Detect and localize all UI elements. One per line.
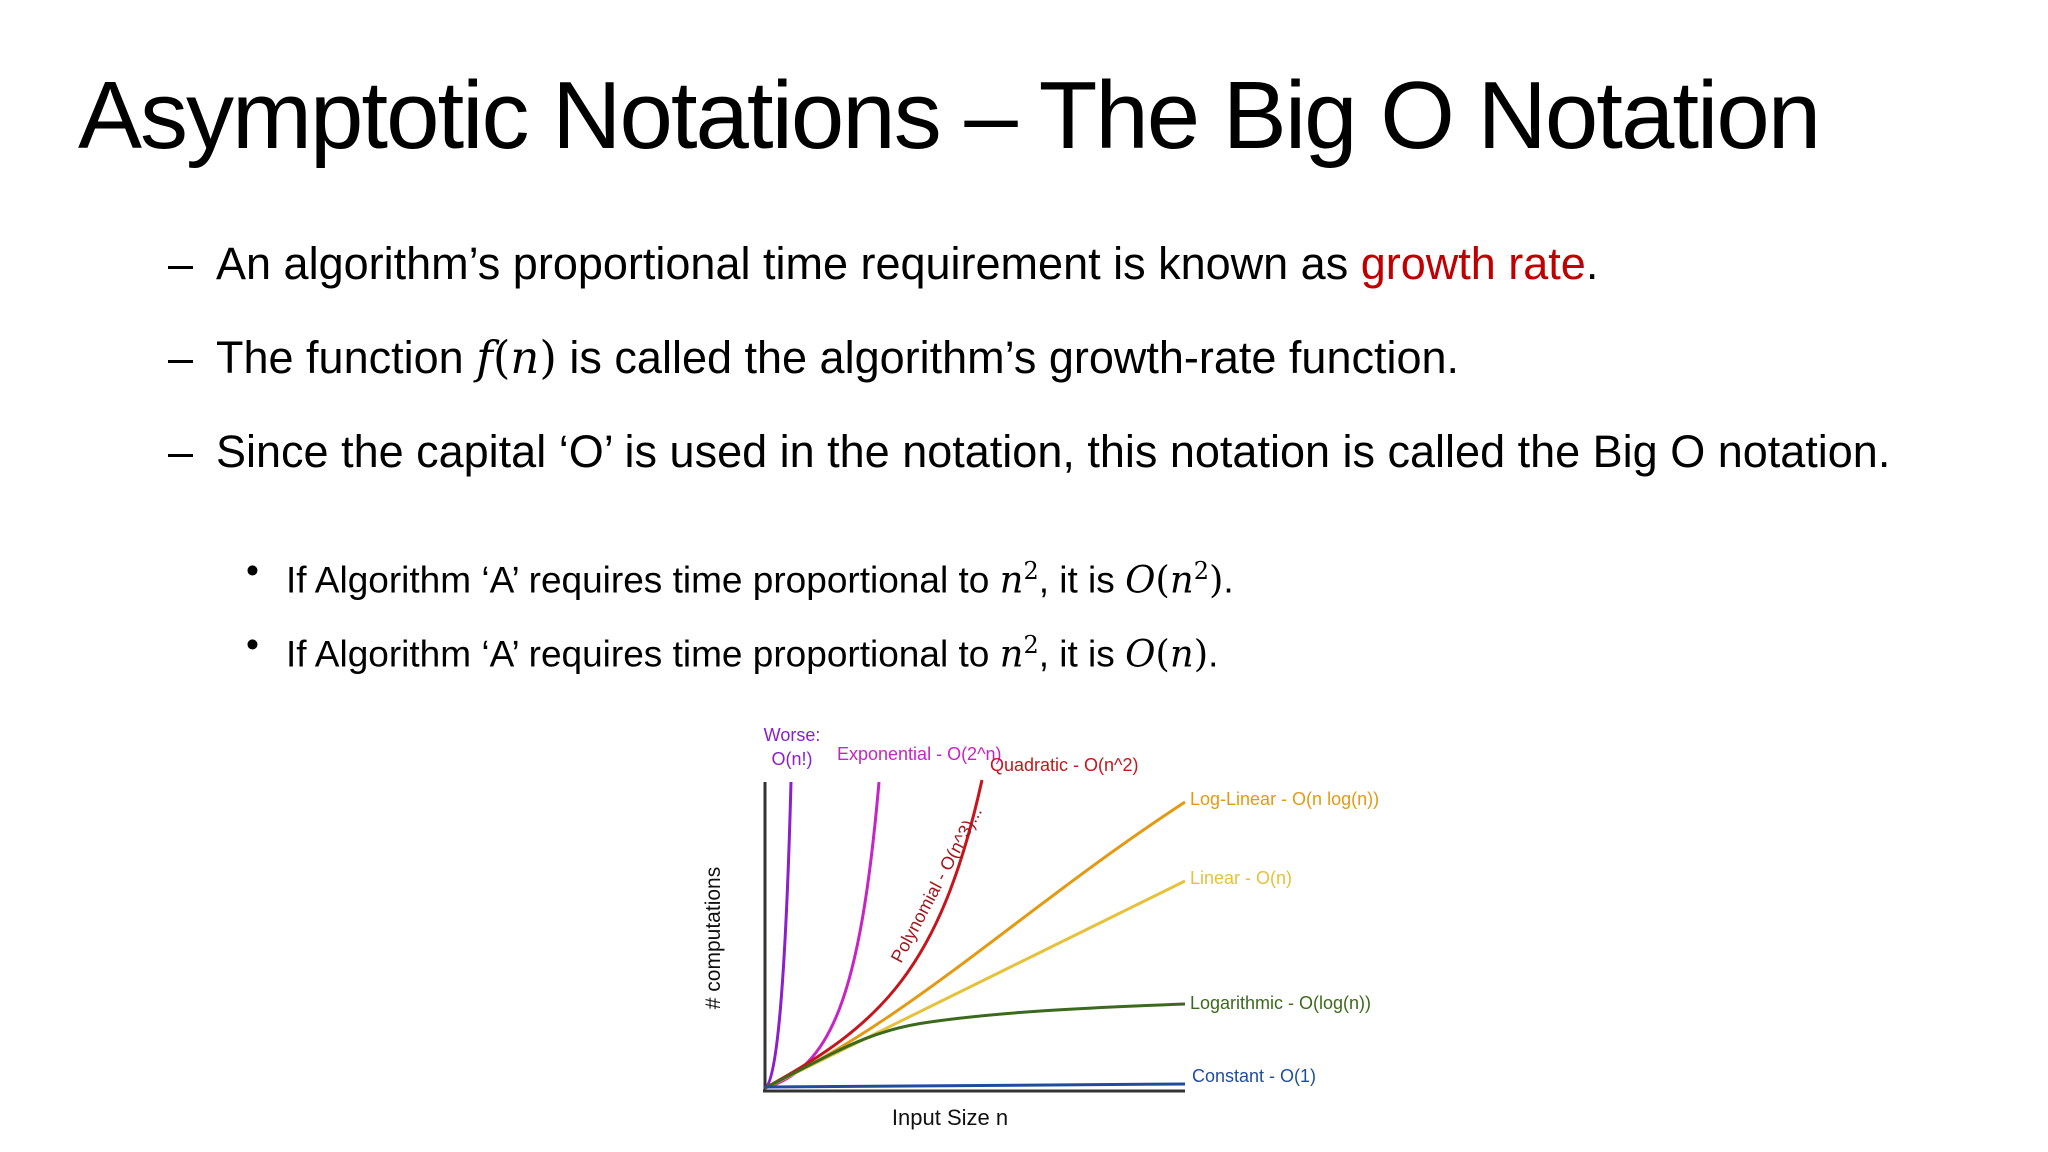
math-paren-open: ( <box>1155 632 1170 676</box>
math-exponent: 2 <box>1023 557 1039 585</box>
label-constant: Constant - O(1) <box>1192 1066 1316 1086</box>
bullet-dot: • <box>246 550 259 591</box>
subbullet-text: If Algorithm ‘A’ requires time proportio… <box>286 622 1218 677</box>
curve-logarithmic <box>764 1002 1186 1090</box>
subbullet-text-part: If Algorithm ‘A’ requires time proportio… <box>286 559 1000 601</box>
math-f: f <box>476 331 493 384</box>
subbullet-text-end: . <box>1223 559 1234 601</box>
subbullet-text-mid: , it is <box>1038 633 1126 675</box>
math-n: n <box>999 632 1024 676</box>
math-paren-close: ) <box>1208 558 1224 602</box>
label-linear: Linear - O(n) <box>1190 868 1292 888</box>
math-exponent: 2 <box>1023 631 1039 659</box>
slide-title: Asymptotic Notations – The Big O Notatio… <box>78 62 1821 169</box>
bullet-text-end: is called the algorithm’s growth-rate fu… <box>556 332 1460 383</box>
dash-marker: – <box>168 426 194 477</box>
curve-quadratic <box>764 779 984 1090</box>
bullet-text-part: The function <box>216 332 477 383</box>
bullet-text: An algorithm’s proportional time require… <box>216 236 1598 292</box>
curve-exponential <box>764 781 881 1090</box>
subbullet-text-part: If Algorithm ‘A’ requires time proportio… <box>286 633 1000 675</box>
math-paren-open: ( <box>492 331 511 384</box>
label-worse: Worse: <box>764 725 821 745</box>
label-factorial: O(n!) <box>771 749 812 769</box>
curve-factorial <box>764 781 793 1090</box>
math-big-o: O <box>1125 632 1156 676</box>
bullet-text: Since the capital ‘O’ is used in the not… <box>216 426 1891 477</box>
math-big-o: O <box>1125 558 1156 602</box>
label-exponential: Exponential - O(2^n) <box>837 744 1002 764</box>
growth-rate-highlight: growth rate <box>1360 238 1586 289</box>
bullet-text: The function f(n) is called the algorith… <box>216 330 1459 386</box>
subbullet-text: If Algorithm ‘A’ requires time proportio… <box>286 548 1234 603</box>
math-paren-open: ( <box>1155 558 1170 602</box>
bullet-dot: • <box>246 624 259 665</box>
big-o-complexity-chart: # computations Input Size n Worse: O(n!)… <box>702 725 1379 1130</box>
math-inner-exponent: 2 <box>1193 557 1209 585</box>
bullet-text-part: An algorithm’s proportional time require… <box>216 238 1361 289</box>
label-polynomial: Polynomial - O(n^3)... <box>887 803 986 966</box>
label-log-linear: Log-Linear - O(n log(n)) <box>1190 789 1379 809</box>
math-paren-close: ) <box>539 331 557 384</box>
x-axis-label: Input Size n <box>892 1105 1008 1130</box>
math-inner-n: n <box>1169 558 1194 602</box>
dash-marker: – <box>168 238 194 289</box>
dash-marker: – <box>168 332 194 383</box>
label-quadratic: Quadratic - O(n^2) <box>990 755 1139 775</box>
label-logarithmic: Logarithmic - O(log(n)) <box>1190 993 1371 1013</box>
math-n: n <box>510 331 540 384</box>
subbullet-text-mid: , it is <box>1038 559 1126 601</box>
math-inner-n: n <box>1169 632 1194 676</box>
math-paren-close: ) <box>1193 632 1209 676</box>
curve-constant <box>764 1082 1186 1089</box>
y-axis-label: # computations <box>702 867 725 1009</box>
bullet-text-end: . <box>1585 238 1599 289</box>
curve-log-linear <box>764 800 1186 1090</box>
subbullet-text-end: . <box>1208 633 1219 675</box>
math-n: n <box>999 558 1024 602</box>
